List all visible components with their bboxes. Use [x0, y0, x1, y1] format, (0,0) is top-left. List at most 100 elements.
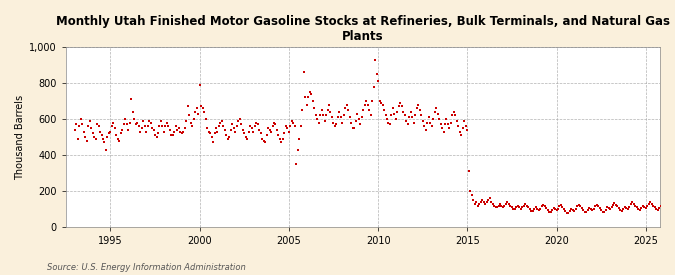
Point: [246, 126, 257, 130]
Point: [124, 120, 135, 125]
Point: [188, 117, 199, 121]
Point: [645, 200, 655, 204]
Point: [281, 124, 292, 128]
Point: [481, 200, 492, 204]
Point: [203, 130, 214, 134]
Point: [501, 202, 512, 206]
Point: [587, 208, 597, 212]
Point: [133, 124, 144, 128]
Point: [113, 137, 124, 141]
Point: [529, 207, 539, 211]
Point: [608, 202, 618, 207]
Point: [512, 204, 523, 208]
Point: [245, 124, 256, 128]
Point: [355, 122, 366, 127]
Point: [651, 207, 661, 211]
Point: [218, 124, 229, 128]
Point: [594, 206, 605, 210]
Point: [157, 124, 168, 128]
Point: [446, 120, 456, 125]
Point: [658, 205, 669, 210]
Point: [232, 124, 242, 128]
Point: [458, 126, 468, 130]
Point: [365, 113, 376, 118]
Point: [153, 131, 163, 136]
Point: [298, 70, 309, 74]
Y-axis label: Thousand Barrels: Thousand Barrels: [15, 95, 25, 180]
Point: [659, 204, 670, 208]
Point: [349, 126, 360, 130]
Point: [271, 128, 282, 132]
Point: [510, 207, 520, 211]
Point: [600, 208, 611, 212]
Text: Source: U.S. Energy Information Administration: Source: U.S. Energy Information Administ…: [47, 263, 246, 272]
Point: [417, 119, 428, 123]
Point: [479, 200, 489, 204]
Point: [548, 206, 559, 210]
Point: [578, 208, 589, 212]
Point: [261, 133, 272, 138]
Point: [136, 126, 147, 130]
Point: [118, 122, 129, 127]
Point: [150, 133, 161, 138]
Point: [422, 120, 433, 125]
Point: [193, 111, 204, 116]
Point: [395, 101, 406, 105]
Point: [84, 119, 95, 123]
Point: [549, 207, 560, 211]
Point: [389, 111, 400, 116]
Point: [652, 208, 663, 212]
Point: [338, 113, 349, 118]
Point: [107, 124, 117, 128]
Point: [186, 120, 196, 125]
Point: [526, 209, 537, 213]
Point: [114, 139, 125, 143]
Point: [353, 117, 364, 121]
Point: [252, 122, 263, 127]
Point: [547, 208, 558, 212]
Point: [431, 106, 441, 111]
Point: [90, 137, 101, 141]
Point: [292, 147, 303, 152]
Point: [327, 115, 338, 119]
Point: [533, 208, 544, 212]
Point: [217, 119, 227, 123]
Point: [621, 206, 632, 210]
Point: [531, 205, 541, 210]
Point: [161, 120, 172, 125]
Point: [624, 205, 634, 210]
Point: [255, 131, 266, 136]
Point: [70, 128, 80, 132]
Point: [428, 117, 439, 121]
Point: [661, 202, 672, 206]
Point: [77, 122, 88, 127]
Point: [95, 130, 105, 134]
Point: [304, 90, 315, 94]
Point: [180, 126, 190, 130]
Point: [215, 120, 226, 125]
Point: [556, 202, 566, 207]
Point: [576, 206, 587, 210]
Point: [502, 200, 513, 204]
Point: [453, 124, 464, 128]
Point: [240, 135, 251, 139]
Point: [543, 210, 554, 214]
Point: [459, 119, 470, 123]
Point: [514, 205, 524, 210]
Point: [646, 202, 657, 206]
Point: [99, 140, 110, 145]
Point: [196, 104, 207, 109]
Point: [569, 209, 580, 213]
Point: [72, 137, 83, 141]
Point: [144, 119, 155, 123]
Point: [319, 119, 330, 123]
Point: [159, 130, 169, 134]
Point: [128, 110, 138, 114]
Point: [219, 128, 230, 132]
Point: [506, 205, 517, 210]
Point: [260, 140, 271, 145]
Point: [233, 119, 244, 123]
Point: [269, 120, 279, 125]
Point: [596, 208, 607, 212]
Point: [593, 204, 603, 209]
